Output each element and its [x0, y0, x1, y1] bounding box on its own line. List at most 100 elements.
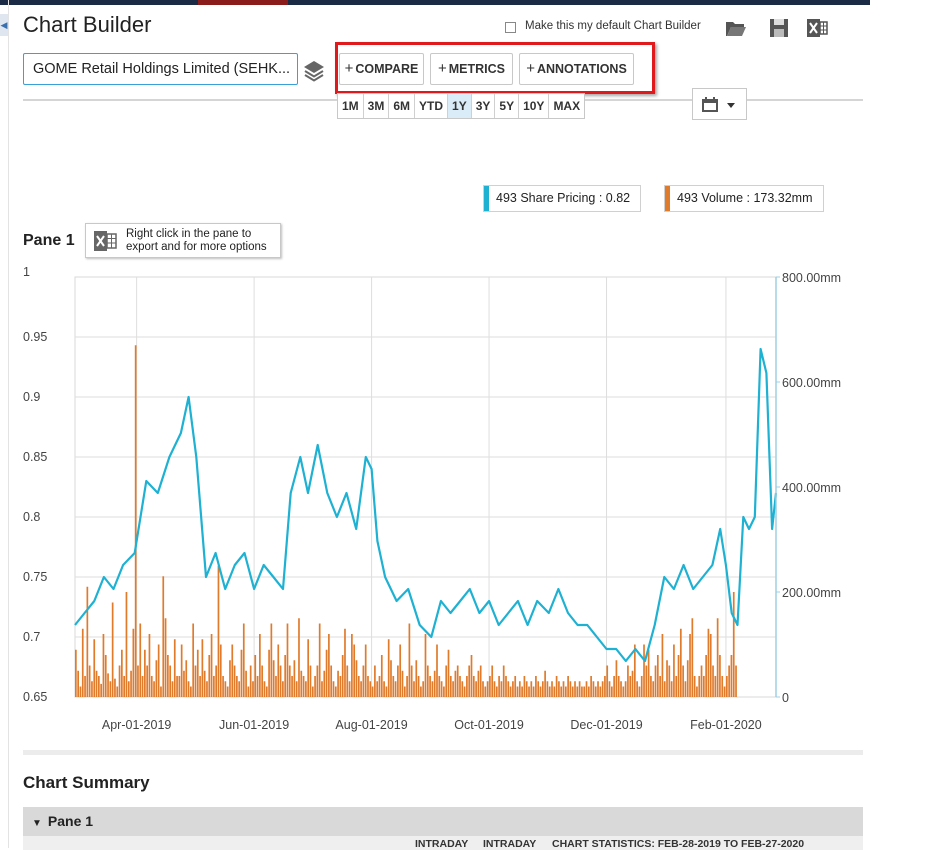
- metrics-button[interactable]: + METRICS: [430, 53, 513, 85]
- volume-bar: [498, 676, 500, 697]
- volume-bar: [233, 665, 236, 697]
- volume-bar: [562, 681, 565, 697]
- default-chart-builder-checkbox[interactable]: [505, 22, 516, 33]
- plot-area: [74, 276, 777, 698]
- volume-bar: [656, 655, 659, 697]
- volume-bar: [574, 681, 576, 697]
- volume-bar: [537, 681, 540, 697]
- volume-bar: [208, 655, 211, 697]
- volume-bar: [351, 634, 353, 697]
- volume-bar: [624, 681, 627, 697]
- legend-volume[interactable]: 493 Volume : 173.32mm: [664, 185, 824, 212]
- volume-bar: [443, 686, 445, 697]
- volume-bar: [330, 665, 333, 697]
- volume-bar: [394, 681, 397, 697]
- volume-bar: [714, 676, 717, 697]
- excel-icon: [94, 231, 117, 251]
- save-icon[interactable]: [768, 18, 790, 38]
- range-10y[interactable]: 10Y: [519, 94, 550, 118]
- volume-bar: [374, 665, 376, 697]
- range-1y[interactable]: 1Y: [448, 94, 472, 118]
- summary-pane-toggle[interactable]: ▼ Pane 1: [23, 807, 863, 836]
- date-picker-button[interactable]: [692, 88, 747, 120]
- volume-bar: [341, 655, 344, 697]
- layers-icon[interactable]: [302, 58, 326, 84]
- price-line: [74, 347, 778, 663]
- volume-bar: [387, 639, 390, 697]
- volume-bar: [691, 618, 694, 697]
- range-max[interactable]: MAX: [553, 99, 581, 113]
- volume-bar: [673, 644, 675, 697]
- volume-bar: [203, 670, 206, 697]
- export-hint[interactable]: Right click in the pane to export and fo…: [85, 223, 281, 258]
- volume-bar: [587, 686, 590, 697]
- volume-bar: [514, 676, 517, 697]
- volume-bar: [491, 665, 494, 697]
- volume-bar: [86, 586, 89, 697]
- volume-bar: [146, 665, 149, 697]
- volume-bar: [608, 681, 611, 697]
- volume-bar: [417, 676, 420, 697]
- chevron-down-icon: [727, 103, 735, 108]
- company-search-input[interactable]: GOME Retail Holdings Limited (SEHK...: [23, 53, 298, 85]
- volume-bar: [190, 686, 192, 697]
- volume-bar: [553, 686, 556, 697]
- y-left-tick-label: 1: [23, 265, 30, 279]
- range-1m[interactable]: 1M: [338, 94, 364, 118]
- range-5y[interactable]: 5Y: [495, 94, 520, 118]
- volume-bar: [525, 681, 528, 697]
- folder-open-icon[interactable]: [725, 18, 747, 38]
- volume-bar: [429, 676, 431, 697]
- compare-label: COMPARE: [355, 62, 419, 76]
- volume-bar: [376, 681, 379, 697]
- y-left-tick-label: 0.9: [23, 390, 40, 404]
- x-tick-label: Feb-01-2020: [690, 718, 762, 732]
- volume-bar: [148, 634, 151, 697]
- volume-bar: [716, 618, 719, 697]
- volume-bar: [162, 576, 165, 697]
- annotations-label: ANNOTATIONS: [536, 62, 627, 76]
- x-tick-label: Jun-01-2019: [219, 718, 289, 732]
- volume-bar: [328, 634, 330, 697]
- volume-bar: [505, 676, 507, 697]
- volume-bar: [75, 649, 77, 697]
- legend-share-pricing[interactable]: 493 Share Pricing : 0.82: [483, 185, 642, 212]
- price-volume-chart[interactable]: 1 0.95 0.9 0.85 0.8 0.75 0.7 0.65 Apr-01-2019 Jun…: [0, 260, 870, 750]
- volume-bar: [590, 676, 592, 697]
- volume-bar: [420, 686, 422, 697]
- volume-bar: [222, 676, 224, 697]
- range-6m[interactable]: 6M: [389, 94, 416, 118]
- highlight-box: [335, 42, 655, 94]
- volume-bar: [254, 655, 257, 697]
- calendar-icon: [702, 97, 735, 112]
- top-nav-active-tab[interactable]: [198, 0, 288, 5]
- volume-bar: [178, 676, 181, 697]
- volume-bar: [385, 686, 388, 697]
- volume-bar: [631, 670, 634, 697]
- volume-bar: [719, 655, 721, 697]
- volume-bar: [98, 676, 100, 697]
- range-3y[interactable]: 3Y: [472, 94, 496, 118]
- excel-icon[interactable]: [806, 18, 828, 38]
- volume-bar: [268, 649, 270, 697]
- volume-bar: [323, 670, 326, 697]
- y-right-tick-label: 600.00mm: [782, 376, 841, 390]
- volume-bar: [397, 665, 399, 697]
- compare-button[interactable]: + COMPARE: [339, 53, 424, 85]
- volume-bar: [164, 618, 167, 697]
- volume-bar: [532, 686, 535, 697]
- volume-bar: [167, 655, 169, 697]
- volume-bar: [454, 670, 457, 697]
- share-price-line: [74, 347, 778, 663]
- range-3m[interactable]: 3M: [364, 94, 390, 118]
- volume-bar: [316, 665, 319, 697]
- y-left-tick-label: 0.75: [23, 570, 47, 584]
- volume-bar: [240, 649, 243, 697]
- volume-bar: [183, 670, 185, 697]
- annotations-button[interactable]: + ANNOTATIONS: [519, 53, 634, 85]
- volume-bar: [199, 676, 201, 697]
- collapse-sidebar-icon[interactable]: ◀: [0, 14, 8, 36]
- volume-bar: [546, 681, 549, 697]
- range-ytd[interactable]: YTD: [415, 94, 449, 118]
- y-left-tick-label: 0.95: [23, 330, 47, 344]
